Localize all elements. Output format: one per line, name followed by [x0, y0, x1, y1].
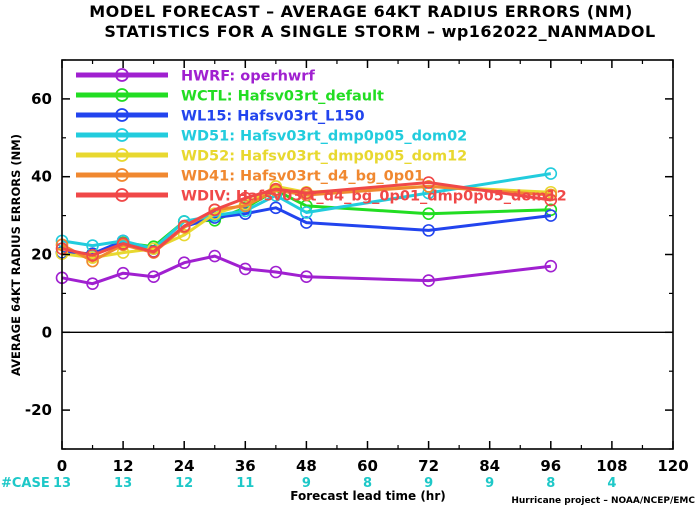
series-point-6 — [116, 237, 130, 250]
x-tick-label: 120 — [657, 457, 688, 475]
x-tick-label: 96 — [540, 457, 561, 475]
legend-marker-4 — [115, 148, 129, 162]
series-point-0 — [544, 259, 558, 273]
legend-label-3: WD51: Hafsv03rt_dmp0p05_dom02 — [181, 129, 467, 145]
case-count: 9 — [302, 476, 311, 491]
series-point-6 — [422, 176, 435, 189]
chart-title: MODEL FORECAST – AVERAGE 64KT RADIUS ERR… — [89, 2, 633, 21]
credit-text: Hurricane project – NOAA/NCEP/EMC — [511, 496, 695, 506]
x-tick-label: 0 — [57, 457, 67, 475]
series-point-0 — [300, 270, 313, 283]
series-point-0 — [422, 274, 435, 287]
series-point-0 — [116, 266, 130, 280]
axes: 0 12 24 36 48 60 72 84 96 108 120 -20 0 20 40 60 — [25, 59, 689, 475]
y-tick-label: 0 — [42, 323, 52, 341]
series-point-0 — [86, 277, 99, 290]
series-point-0 — [177, 256, 191, 269]
x-axis-label: Forecast lead time (hr) — [290, 489, 446, 503]
case-count: 11 — [236, 476, 254, 491]
series-point-5 — [239, 199, 252, 213]
case-count: 8 — [363, 476, 372, 491]
series-point-1 — [422, 207, 435, 220]
case-counts: 13 13 12 11 9 8 9 9 8 4 — [53, 476, 616, 491]
series-point-6 — [269, 182, 283, 196]
series-point-0 — [269, 265, 283, 279]
legend-marker-3 — [115, 128, 129, 142]
series-point-0 — [147, 270, 160, 283]
x-tick-label: 48 — [296, 457, 317, 475]
case-count: 13 — [53, 476, 71, 491]
series-line-6 — [61, 181, 552, 257]
series-point-3 — [300, 206, 313, 219]
legend-label-6: WDIV: Hafsv03rt_d4_bg_0p01_dmp0p05_dom12 — [181, 189, 567, 205]
legend-marker-2 — [115, 108, 129, 122]
series-point-6 — [147, 245, 160, 259]
series-point-2 — [269, 201, 283, 215]
legend-label-2: WL15: Hafsv03rt_L150 — [181, 109, 365, 125]
x-tick-label: 60 — [357, 457, 378, 475]
legend-label-4: WD52: Hafsv03rt_dmp0p05_dom12 — [181, 149, 467, 165]
legend-marker-0 — [115, 68, 129, 82]
series-point-5 — [544, 188, 558, 202]
series-point-6 — [177, 219, 191, 233]
y-tick-label: -20 — [25, 401, 52, 419]
series-point-5 — [422, 180, 435, 193]
legend-label-0: HWRF: operhwrf — [181, 69, 315, 85]
series-point-6 — [239, 191, 252, 205]
legend: HWRF: operhwrf WCTL: Hafsv03rt_default WL1… — [76, 68, 567, 205]
series-point-0 — [239, 262, 252, 276]
legend-label-1: WCTL: Hafsv03rt_default — [181, 89, 384, 105]
series-point-6 — [544, 193, 558, 207]
series-point-3 — [86, 239, 99, 252]
series-point-0 — [208, 249, 222, 263]
plot-area — [55, 167, 673, 333]
case-count: 12 — [175, 476, 193, 491]
case-count: 13 — [114, 476, 132, 491]
x-tick-label: 12 — [113, 457, 134, 475]
series-line-2 — [61, 206, 551, 256]
y-tick-label: 40 — [31, 168, 52, 186]
series-point-3 — [544, 167, 558, 180]
case-count: 4 — [607, 476, 616, 491]
series-point-6 — [86, 248, 99, 262]
chart-subtitle: STATISTICS FOR A SINGLE STORM – wp162022… — [104, 22, 655, 41]
case-count: 8 — [546, 476, 555, 491]
case-label: #CASE — [1, 476, 50, 491]
series-point-2 — [300, 216, 313, 229]
series-point-4 — [177, 228, 191, 242]
legend-label-5: WD41: Hafsv03rt_d4_bg_0p01 — [181, 169, 424, 185]
x-tick-label: 36 — [235, 457, 256, 475]
legend-marker-5 — [115, 168, 129, 182]
x-tick-label: 84 — [479, 457, 500, 475]
x-tick-label: 24 — [174, 457, 195, 475]
case-count: 9 — [485, 476, 494, 491]
legend-marker-6 — [115, 188, 129, 202]
series-point-2 — [544, 209, 558, 222]
series-point-6 — [208, 203, 222, 217]
series-line-0 — [61, 254, 551, 286]
x-tick-label: 108 — [596, 457, 627, 475]
y-tick-label: 20 — [31, 246, 52, 264]
case-count: 9 — [424, 476, 433, 491]
legend-marker-1 — [115, 88, 129, 102]
series-point-1 — [544, 203, 558, 217]
x-tick-label: 72 — [418, 457, 439, 475]
y-tick-label: 60 — [31, 90, 52, 108]
series-point-6 — [300, 186, 313, 200]
series-point-4 — [116, 246, 130, 259]
series-point-2 — [422, 224, 435, 237]
y-axis-label: AVERAGE 64KT RADIUS ERRORS (NM) — [9, 134, 23, 376]
